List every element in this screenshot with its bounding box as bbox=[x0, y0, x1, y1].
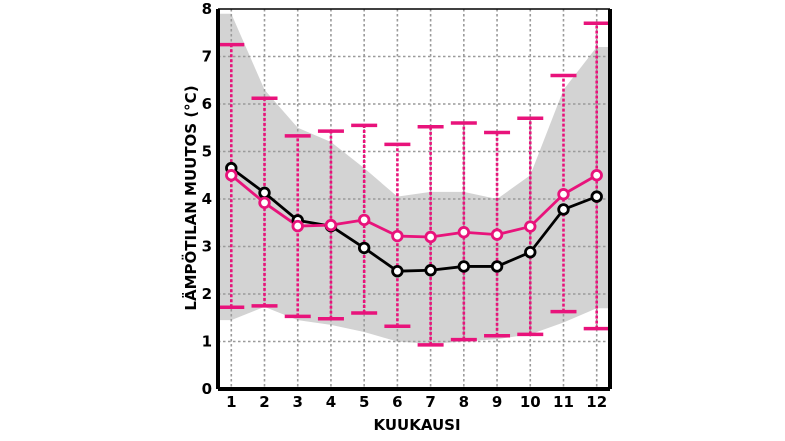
x-tick-label: 1 bbox=[226, 393, 236, 411]
axes bbox=[216, 8, 612, 391]
y-tick-label: 8 bbox=[202, 0, 212, 18]
x-tick-label: 2 bbox=[259, 393, 269, 411]
x-tick-label: 4 bbox=[326, 393, 336, 411]
x-tick-label: 9 bbox=[492, 393, 502, 411]
series-2-point bbox=[225, 169, 238, 182]
x-tick-label: 8 bbox=[459, 393, 469, 411]
x-tick-label: 12 bbox=[586, 393, 607, 411]
series-markers bbox=[225, 161, 603, 278]
series-1-point bbox=[590, 190, 603, 203]
series-1-point bbox=[457, 260, 471, 273]
series-1-point bbox=[357, 241, 371, 255]
series-1-point bbox=[490, 260, 504, 273]
series-2-point bbox=[557, 188, 570, 201]
y-axis-label: LÄMPÖTILAN MUUTOS (°C) bbox=[181, 85, 200, 310]
series-2-point bbox=[490, 228, 504, 241]
x-tick-label: 6 bbox=[392, 393, 402, 411]
x-tick-label: 7 bbox=[425, 393, 435, 411]
series-line-1 bbox=[230, 167, 598, 273]
series-2-point bbox=[457, 226, 471, 239]
y-tick-label: 7 bbox=[202, 48, 212, 66]
series-1-point bbox=[424, 264, 437, 277]
y-tick-label: 5 bbox=[202, 143, 212, 161]
x-axis-label: KUUKAUSI bbox=[373, 416, 460, 434]
y-tick-label: 3 bbox=[202, 238, 212, 256]
y-tick-label: 1 bbox=[202, 333, 212, 351]
y-tick-label: 4 bbox=[202, 190, 212, 208]
series-1-point bbox=[391, 265, 404, 278]
y-tick-label: 0 bbox=[202, 380, 212, 398]
series-1-point bbox=[524, 245, 537, 259]
series-2-point bbox=[324, 218, 338, 232]
x-tick-label: 3 bbox=[293, 393, 303, 411]
series-2-point bbox=[291, 219, 304, 233]
y-tick-label: 6 bbox=[202, 95, 212, 113]
x-tick-label: 5 bbox=[359, 393, 369, 411]
x-tick-label: 10 bbox=[520, 393, 541, 411]
series-2-point bbox=[424, 230, 437, 244]
series-2-point bbox=[258, 196, 271, 210]
series-2-point bbox=[590, 169, 603, 182]
series-1-point bbox=[258, 186, 271, 200]
series-2-point bbox=[391, 229, 404, 243]
series-1-point bbox=[557, 203, 570, 216]
series-2-point bbox=[357, 213, 371, 227]
series-2-point bbox=[524, 220, 537, 233]
y-tick-label: 2 bbox=[202, 285, 212, 303]
x-tick-label: 11 bbox=[553, 393, 574, 411]
